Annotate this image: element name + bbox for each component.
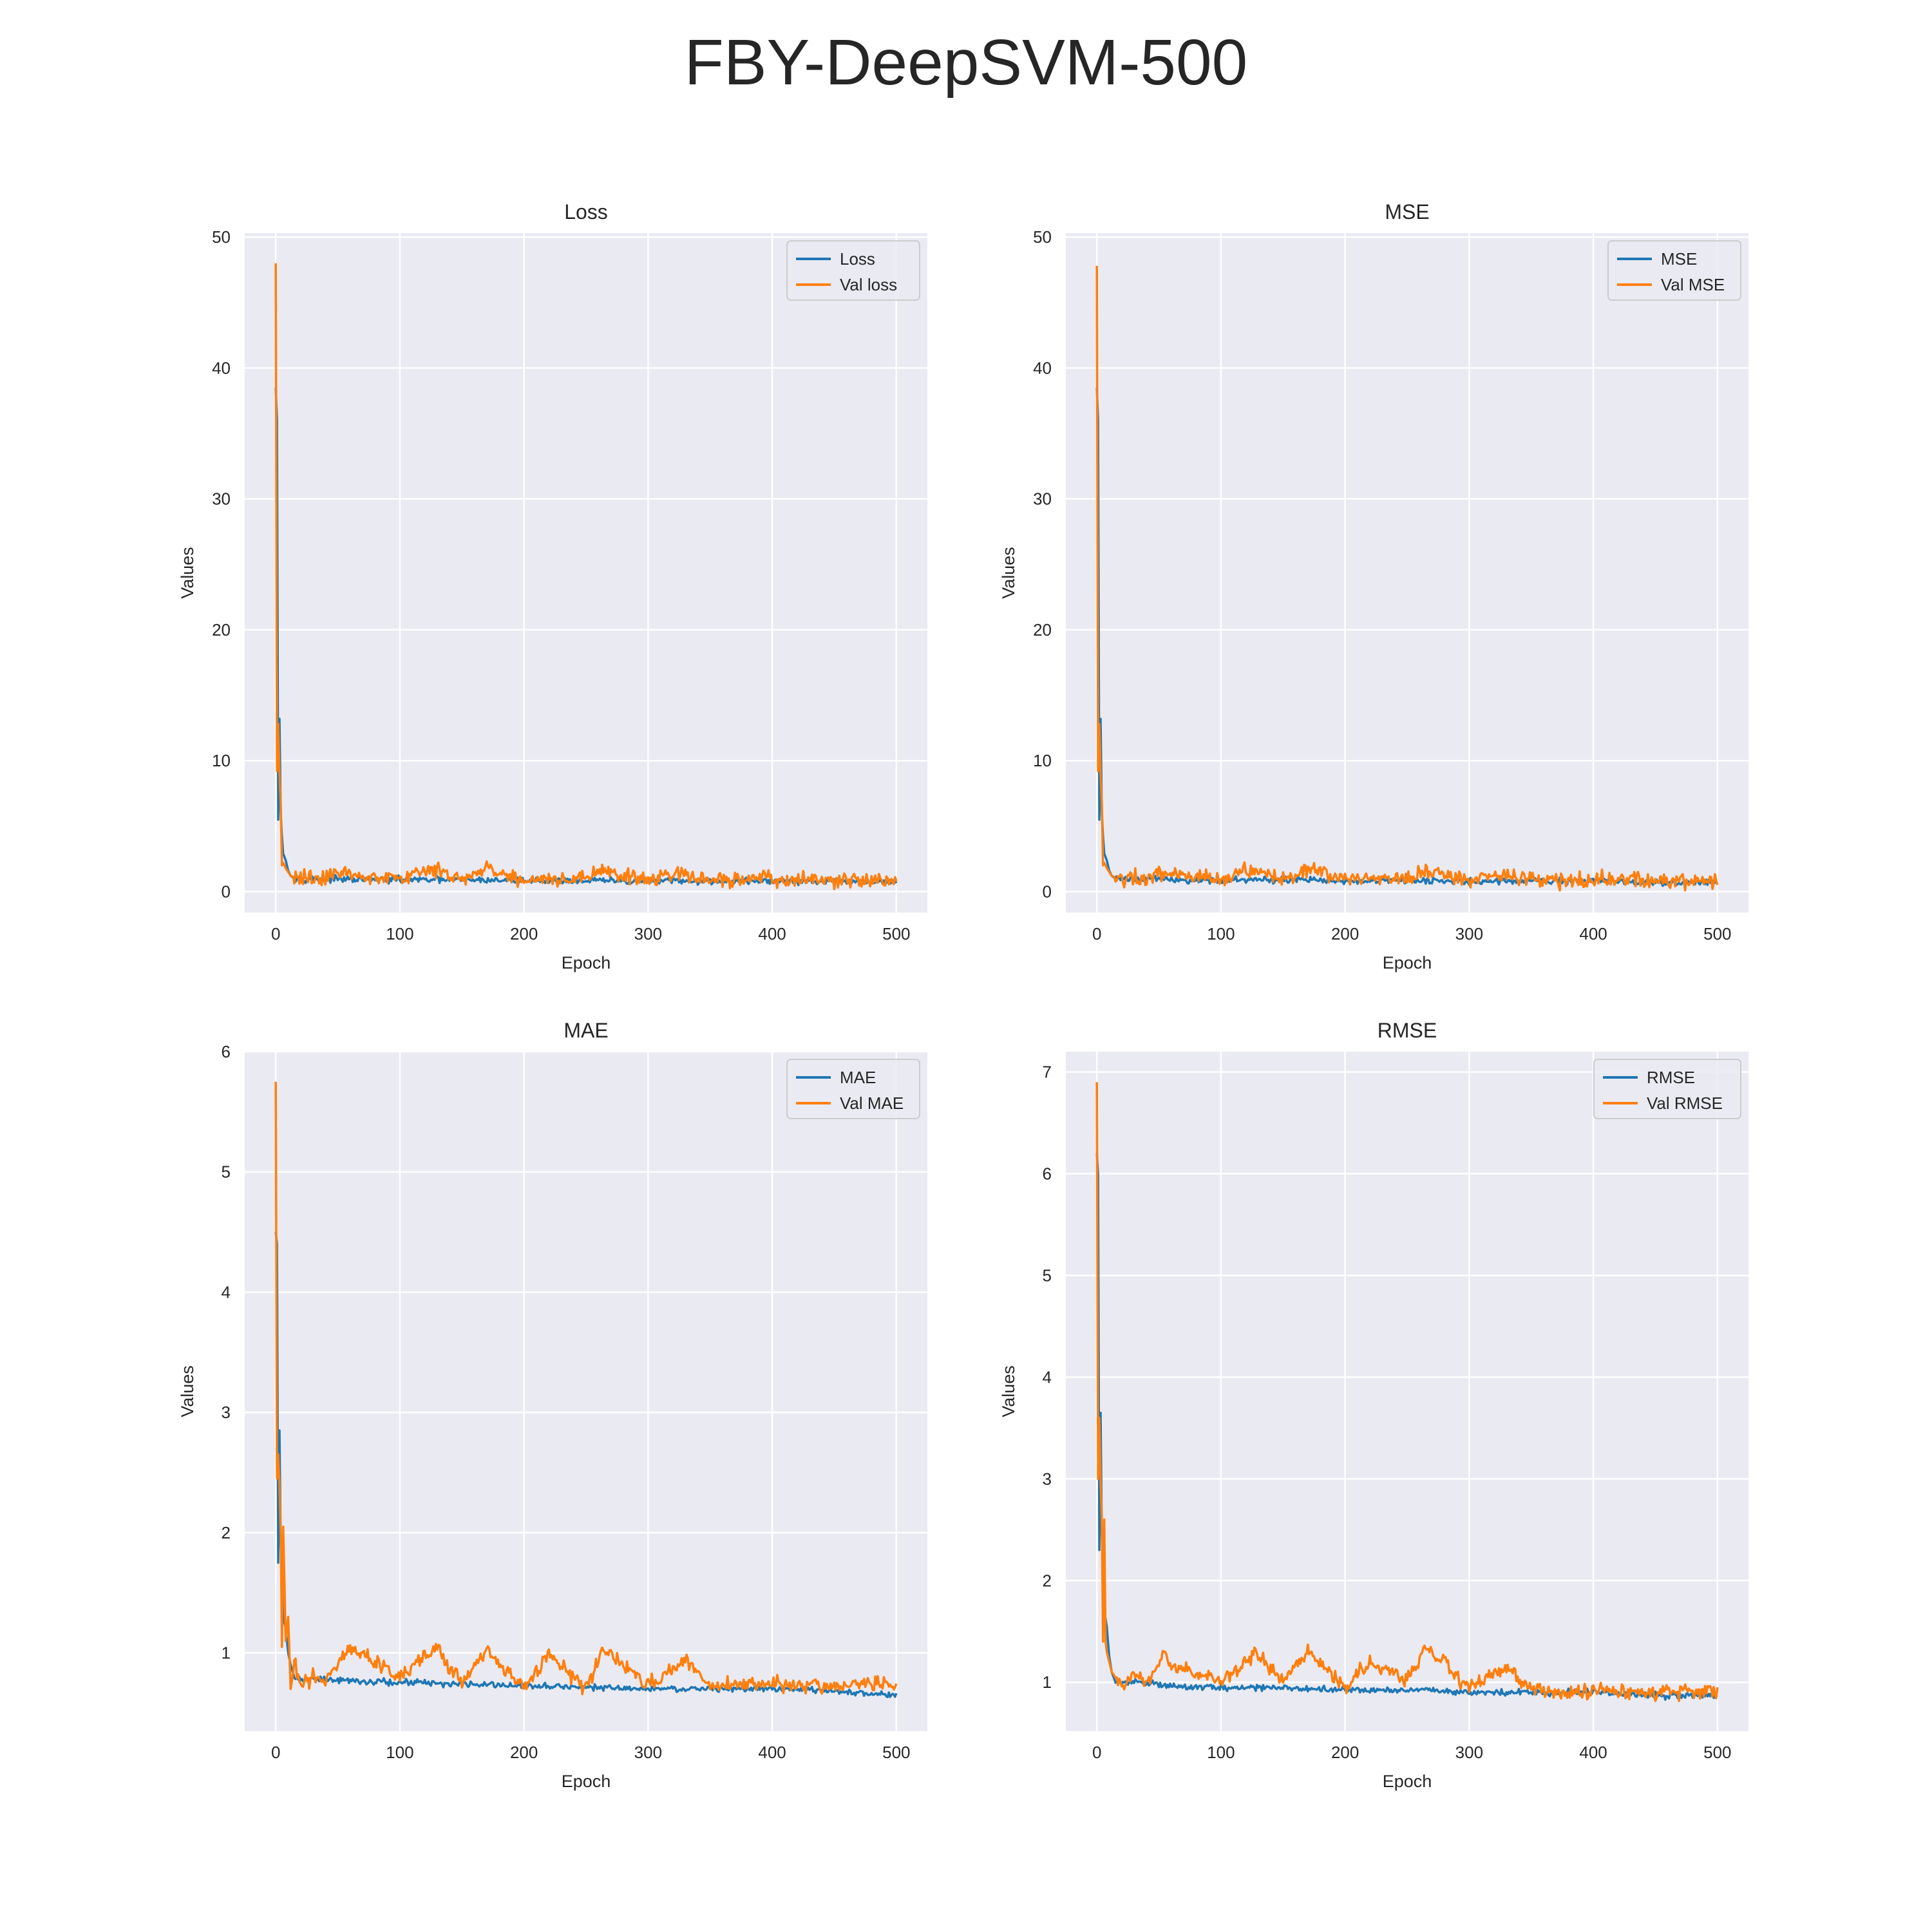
x-tick-label: 500 xyxy=(1703,924,1731,943)
y-tick-label: 40 xyxy=(1033,358,1052,377)
x-tick-label: 400 xyxy=(758,924,786,943)
y-tick-label: 1 xyxy=(222,1643,231,1663)
x-tick-label: 300 xyxy=(634,1743,662,1762)
x-tick-label: 200 xyxy=(1331,924,1359,943)
y-tick-label: 30 xyxy=(1033,489,1052,509)
y-tick-label: 20 xyxy=(1033,620,1052,639)
plot-background xyxy=(1066,1052,1748,1731)
x-tick-label: 0 xyxy=(271,924,280,943)
y-axis-label: Values xyxy=(999,547,1018,599)
y-tick-label: 6 xyxy=(1043,1164,1052,1184)
x-tick-label: 400 xyxy=(758,1743,786,1762)
x-axis-label: Epoch xyxy=(562,953,611,972)
mae-panel: 0 100 200 300 400 500 1 2 3 4 5 6 MAE Epoch Values MAE V… xyxy=(178,1019,927,1791)
x-tick-label: 500 xyxy=(882,1743,910,1762)
y-tick-label: 20 xyxy=(212,620,231,639)
legend-label: MSE xyxy=(1661,249,1697,269)
plot-background xyxy=(245,1052,927,1731)
mse-panel: 0 100 200 300 400 500 0 10 20 30 40 50 MSE Epoch Value… xyxy=(999,200,1748,972)
x-tick-label: 400 xyxy=(1579,1743,1607,1762)
series-line-mae xyxy=(274,1231,898,1698)
panel-title: RMSE xyxy=(1378,1019,1437,1042)
y-axis-label: Values xyxy=(178,1365,197,1417)
legend-label: Loss xyxy=(840,249,875,269)
series-line-val-rmse xyxy=(1095,1082,1719,1703)
x-axis-label: Epoch xyxy=(1383,953,1432,972)
x-tick-label: 300 xyxy=(1455,1743,1483,1762)
legend-label: MAE xyxy=(840,1068,876,1087)
x-tick-label: 0 xyxy=(271,1743,280,1762)
x-tick-label: 200 xyxy=(510,924,538,943)
legend-label: Val MAE xyxy=(840,1094,904,1113)
y-tick-label: 0 xyxy=(222,882,231,901)
y-tick-label: 30 xyxy=(212,489,231,509)
x-tick-label: 100 xyxy=(1207,1743,1235,1762)
panel-title: MSE xyxy=(1385,200,1429,223)
legend-label: RMSE xyxy=(1647,1068,1695,1087)
y-tick-label: 10 xyxy=(1033,751,1052,770)
figure-title: FBY-DeepSVM-500 xyxy=(684,26,1248,99)
y-tick-label: 3 xyxy=(1043,1469,1052,1488)
y-tick-label: 50 xyxy=(1033,227,1052,247)
y-tick-label: 5 xyxy=(222,1162,231,1182)
series-line-val-mae xyxy=(274,1081,898,1696)
x-tick-label: 200 xyxy=(1331,1743,1359,1762)
x-tick-label: 300 xyxy=(634,924,662,943)
y-tick-label: 50 xyxy=(212,227,231,247)
x-tick-label: 0 xyxy=(1092,924,1101,943)
x-tick-label: 100 xyxy=(1207,924,1235,943)
x-tick-label: 100 xyxy=(386,924,413,943)
x-tick-label: 500 xyxy=(1703,1743,1731,1762)
x-tick-label: 200 xyxy=(510,1743,538,1762)
plot-background xyxy=(245,233,927,913)
series-line-val-mse xyxy=(1095,265,1719,892)
series-line-val-loss xyxy=(274,263,898,891)
x-axis-label: Epoch xyxy=(562,1772,611,1791)
y-tick-label: 1 xyxy=(1043,1672,1052,1692)
y-tick-label: 2 xyxy=(1043,1571,1052,1590)
y-tick-label: 4 xyxy=(222,1282,231,1302)
y-tick-label: 0 xyxy=(1043,882,1052,901)
rmse-panel: 0 100 200 300 400 500 1 2 3 4 5 6 7 RMSE Epoch Values RM… xyxy=(999,1019,1748,1791)
y-axis-label: Values xyxy=(178,547,197,599)
y-tick-label: 6 xyxy=(222,1042,231,1061)
legend-label: Val MSE xyxy=(1661,275,1725,294)
y-tick-label: 2 xyxy=(222,1523,231,1542)
panel-title: Loss xyxy=(564,200,608,223)
x-tick-label: 0 xyxy=(1092,1743,1101,1762)
x-tick-label: 400 xyxy=(1579,924,1607,943)
y-tick-label: 4 xyxy=(1043,1367,1052,1387)
x-tick-label: 100 xyxy=(386,1743,413,1762)
y-tick-label: 40 xyxy=(212,358,231,377)
y-axis-label: Values xyxy=(999,1365,1018,1417)
y-tick-label: 5 xyxy=(1043,1265,1052,1285)
legend-label: Val RMSE xyxy=(1647,1094,1723,1113)
plot-background xyxy=(1066,233,1748,913)
y-tick-label: 3 xyxy=(222,1403,231,1422)
loss-panel: 0 100 200 300 400 500 0 10 20 30 40 50 Loss Epoch Valu… xyxy=(178,200,927,972)
panel-title: MAE xyxy=(564,1019,608,1042)
x-tick-label: 300 xyxy=(1455,924,1483,943)
y-tick-label: 7 xyxy=(1043,1063,1052,1082)
y-tick-label: 10 xyxy=(212,751,231,770)
x-axis-label: Epoch xyxy=(1383,1772,1432,1791)
legend-label: Val loss xyxy=(840,275,897,294)
x-tick-label: 500 xyxy=(882,924,910,943)
